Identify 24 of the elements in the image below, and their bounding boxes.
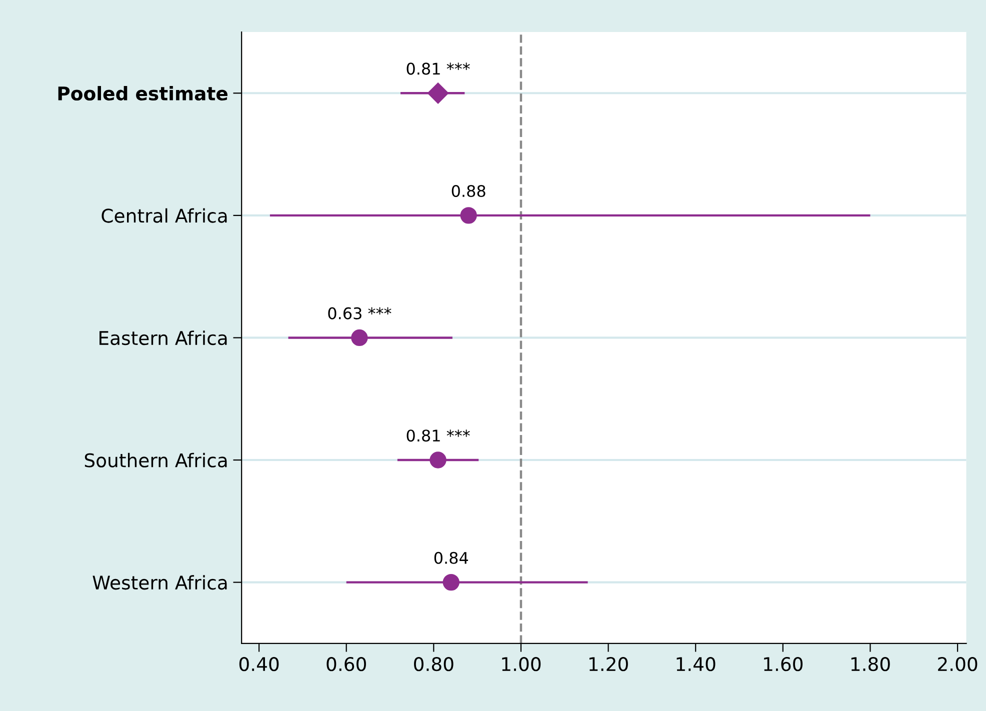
point — [351, 329, 368, 346]
x-tick-label: 1.20 — [589, 656, 628, 672]
x-tick-label: 0.40 — [239, 656, 279, 672]
y-tick-label: Central Africa — [102, 208, 227, 223]
point — [430, 452, 446, 468]
y-tick-label: Southern Africa — [84, 452, 227, 468]
data-label: 0.84 — [434, 552, 468, 564]
point — [428, 82, 449, 104]
x-tick-label: 0.60 — [326, 656, 366, 672]
data-label: 0.81 *** — [406, 430, 470, 442]
x-tick-label: 1.40 — [676, 656, 716, 672]
x-tick-label: 2.00 — [938, 656, 978, 672]
x-tick-label: 1.80 — [851, 656, 890, 672]
y-tick-label: Western Africa — [92, 575, 227, 590]
point — [442, 574, 460, 591]
data-label: 0.81 *** — [406, 62, 470, 75]
y-tick-label: Eastern Africa — [100, 330, 227, 346]
x-tick-label: 1.60 — [764, 656, 803, 672]
point — [460, 207, 477, 224]
x-tick-label: 1.00 — [502, 656, 541, 672]
data-label: 0.88 — [452, 184, 486, 198]
y-tick-label: Pooled estimate — [58, 86, 228, 101]
x-tick-label: 0.80 — [414, 656, 454, 672]
data-label: 0.63 *** — [328, 307, 392, 320]
